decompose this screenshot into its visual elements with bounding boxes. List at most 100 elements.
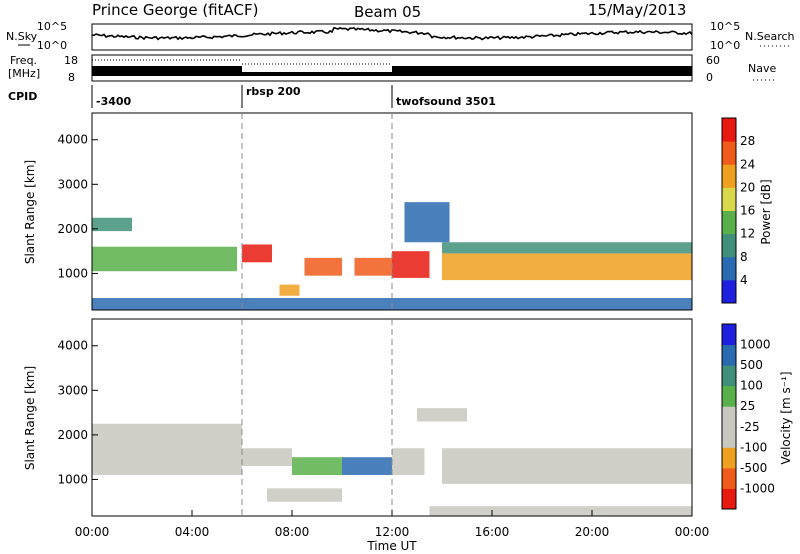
power-colorbar-step <box>722 279 736 304</box>
velocity-colorbar-tick: -25 <box>740 420 760 434</box>
velocity-colorbar-tick: -1000 <box>740 481 775 495</box>
power-y-ticks: 1000 2000 3000 4000 <box>57 133 98 280</box>
power-colorbar-tick: 12 <box>740 227 755 241</box>
velocity-scatter-region <box>442 448 692 484</box>
power-scatter-region <box>279 284 300 296</box>
date-title: 15/May/2013 <box>588 1 686 19</box>
noise-tick-left-bottom: 10^0 <box>37 39 67 52</box>
power-scatter-region <box>92 246 237 272</box>
beam-title: Beam 05 <box>354 3 421 21</box>
freq-band-2 <box>242 72 392 76</box>
noise-tick-right-bottom: 10^0 <box>710 39 740 52</box>
freq-band-3 <box>392 66 692 76</box>
power-scatter-region <box>92 217 132 232</box>
power-scatter-region <box>354 257 392 276</box>
power-scatter-region <box>392 251 430 278</box>
velocity-colorbar-frame <box>721 323 737 510</box>
velocity-scatter-region <box>92 423 242 475</box>
velocity-scatter-region <box>267 488 342 502</box>
power-colorbar-tick: 20 <box>740 180 755 194</box>
power-colorbar-tick: 4 <box>740 273 748 287</box>
velocity-y-ticks: 1000 2000 3000 4000 <box>57 339 98 486</box>
power-colorbar-label: Power [dB] <box>759 179 773 244</box>
power-colorbar-tick: 24 <box>740 157 755 171</box>
time-xtick-label: 16:00 <box>475 525 510 539</box>
cpid-label: CPID <box>8 90 37 103</box>
velocity-colorbar-tick: -500 <box>740 461 767 475</box>
freq-tick-top: 18 <box>64 54 78 67</box>
power-ytick-label: 2000 <box>57 222 88 236</box>
nave-tick-top: 60 <box>706 54 720 67</box>
freq-band-1 <box>92 66 242 76</box>
freq-tick-bottom: 8 <box>68 71 75 84</box>
nsky-label: N.Sky <box>6 30 38 43</box>
velocity-scatter-region <box>429 506 692 516</box>
velocity-colorbar-tick: 1000 <box>740 338 771 352</box>
power-colorbar-tick: 28 <box>740 134 755 148</box>
velocity-colorbar-label: Velocity [m s⁻¹] <box>779 371 793 464</box>
nave-label: Nave <box>748 62 776 75</box>
power-colorbar-step <box>722 164 736 188</box>
velocity-data-layer <box>92 408 692 516</box>
velocity-scatter-region <box>392 448 425 475</box>
noise-panel: N.Sky 10^5 10^0 10^5 10^0 N.Search <box>6 20 795 52</box>
time-xtick-label: 12:00 <box>375 525 410 539</box>
time-xlabel: Time UT <box>366 539 417 553</box>
freq-label-top: Freq. <box>10 54 37 67</box>
velocity-scatter-region <box>417 408 467 422</box>
velocity-colorbar-step <box>722 488 736 510</box>
power-scatter-region <box>404 202 450 243</box>
power-ylabel: Slant Range [km] <box>23 160 37 264</box>
noise-tick-right-top: 10^5 <box>710 20 740 33</box>
power-colorbar-frame <box>721 117 737 304</box>
velocity-colorbar-tick: 500 <box>740 358 763 372</box>
freq-panel: Freq. [MHz] 18 8 60 0 Nave <box>8 54 776 84</box>
time-xtick-label: 20:00 <box>575 525 610 539</box>
nsky-series-line <box>91 26 693 41</box>
velocity-ytick-label: 4000 <box>57 339 88 353</box>
velocity-colorbar-step <box>722 324 736 346</box>
velocity-ytick-label: 2000 <box>57 428 88 442</box>
velocity-ytick-label: 1000 <box>57 472 88 486</box>
power-colorbar-step <box>722 118 736 142</box>
power-ytick-label: 1000 <box>57 266 88 280</box>
power-colorbar: 28 24 20 16 12 8 4 <box>721 117 755 304</box>
time-xtick-label: 00:00 <box>675 525 710 539</box>
power-colorbar-step <box>722 233 736 258</box>
velocity-colorbar-step <box>722 365 736 387</box>
power-panel: 1000 2000 3000 4000 Slant Range [km] 28 24 20… <box>23 112 773 311</box>
power-colorbar-tick: 16 <box>740 204 755 218</box>
power-colorbar-step <box>722 187 736 211</box>
power-scatter-region <box>442 253 692 281</box>
velocity-scatter-region <box>292 457 342 475</box>
cpid-panel: CPID -3400 rbsp 200 twofsound 3501 <box>8 85 496 108</box>
power-colorbar-tick: 8 <box>740 250 748 264</box>
velocity-colorbar: 1000 500 100 25 -25 -100 -500 -1000 <box>721 323 775 510</box>
velocity-scatter-region <box>342 457 392 475</box>
velocity-colorbar-tick: 25 <box>740 399 755 413</box>
velocity-scatter-region <box>242 448 292 467</box>
time-x-ticks: 00:00 04:00 08:00 12:00 16:00 20:00 00:00 <box>75 510 710 539</box>
power-ytick-label: 3000 <box>57 177 88 191</box>
noise-tick-left-top: 10^5 <box>37 20 67 33</box>
power-scatter-region <box>242 244 272 263</box>
velocity-colorbar-step <box>722 426 736 448</box>
power-colorbar-step <box>722 141 736 165</box>
time-xtick-label: 00:00 <box>75 525 110 539</box>
time-xtick-label: 04:00 <box>175 525 210 539</box>
velocity-colorbar-step <box>722 467 736 489</box>
time-xtick-label: 08:00 <box>275 525 310 539</box>
power-scatter-region <box>304 257 342 276</box>
velocity-ytick-label: 3000 <box>57 383 88 397</box>
station-title: Prince George (fitACF) <box>92 1 258 19</box>
velocity-colorbar-tick: 100 <box>740 379 763 393</box>
power-colorbar-step <box>722 256 736 281</box>
nsearch-label: N.Search <box>745 30 795 43</box>
cpid-segment-3: twofsound 3501 <box>396 95 496 108</box>
cpid-segment-2: rbsp 200 <box>246 85 301 98</box>
power-colorbar-step <box>722 210 736 235</box>
power-ytick-label: 4000 <box>57 133 88 147</box>
velocity-colorbar-step <box>722 385 736 407</box>
power-scatter-region <box>442 242 692 254</box>
